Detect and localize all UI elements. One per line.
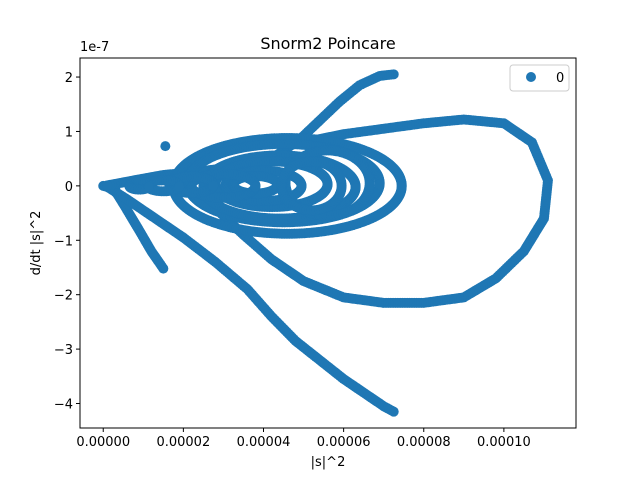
scatter-point xyxy=(374,179,385,190)
x-axis: 0.00000 0.00002 0.00004 0.00006 0.00008 0.000… xyxy=(76,428,531,450)
y-tick-label: −1 xyxy=(54,234,73,249)
scatter-point xyxy=(364,180,375,191)
x-axis-label: |s|^2 xyxy=(311,455,346,470)
y-tick-label: −4 xyxy=(54,398,73,413)
x-tick-label: 0.00004 xyxy=(237,435,291,450)
scatter-point xyxy=(350,182,361,193)
plot-frame xyxy=(79,57,577,429)
scatter-points xyxy=(98,69,553,417)
scatter-point xyxy=(102,180,113,191)
x-tick-label: 0.00000 xyxy=(76,435,130,450)
scatter-point xyxy=(296,181,307,192)
y-axis-label: d/dt |s|^2 xyxy=(29,211,44,276)
chart-title: Snorm2 Poincare xyxy=(260,34,395,53)
scatter-point xyxy=(160,141,171,152)
y-tick-label: −3 xyxy=(54,343,73,358)
x-tick-label: 0.00008 xyxy=(397,435,451,450)
legend-marker xyxy=(526,72,536,82)
legend-label: 0 xyxy=(556,71,564,86)
x-tick-label: 0.00006 xyxy=(317,435,371,450)
y-tick-label: 0 xyxy=(65,180,73,195)
scatter-point xyxy=(250,181,261,192)
scatter-point xyxy=(174,181,185,192)
scatter-point xyxy=(336,182,347,193)
legend-box xyxy=(509,64,570,92)
y-axis: 2 1 0 −1 −2 −3 −4 xyxy=(54,71,80,413)
y-tick-label: 2 xyxy=(65,71,73,86)
scatter-point xyxy=(208,180,219,191)
x-tick-label: 0.00010 xyxy=(477,435,531,450)
y-tick-label: −2 xyxy=(54,289,73,304)
scatter-point xyxy=(388,406,399,417)
scatter-point xyxy=(144,181,155,192)
y-tick-label: 1 xyxy=(65,125,73,140)
scatter-point xyxy=(322,180,333,191)
x-tick-label: 0.00002 xyxy=(156,435,210,450)
y-offset-text: 1e-7 xyxy=(80,40,109,55)
scatter-point xyxy=(396,181,407,192)
legend: 0 xyxy=(509,64,570,92)
